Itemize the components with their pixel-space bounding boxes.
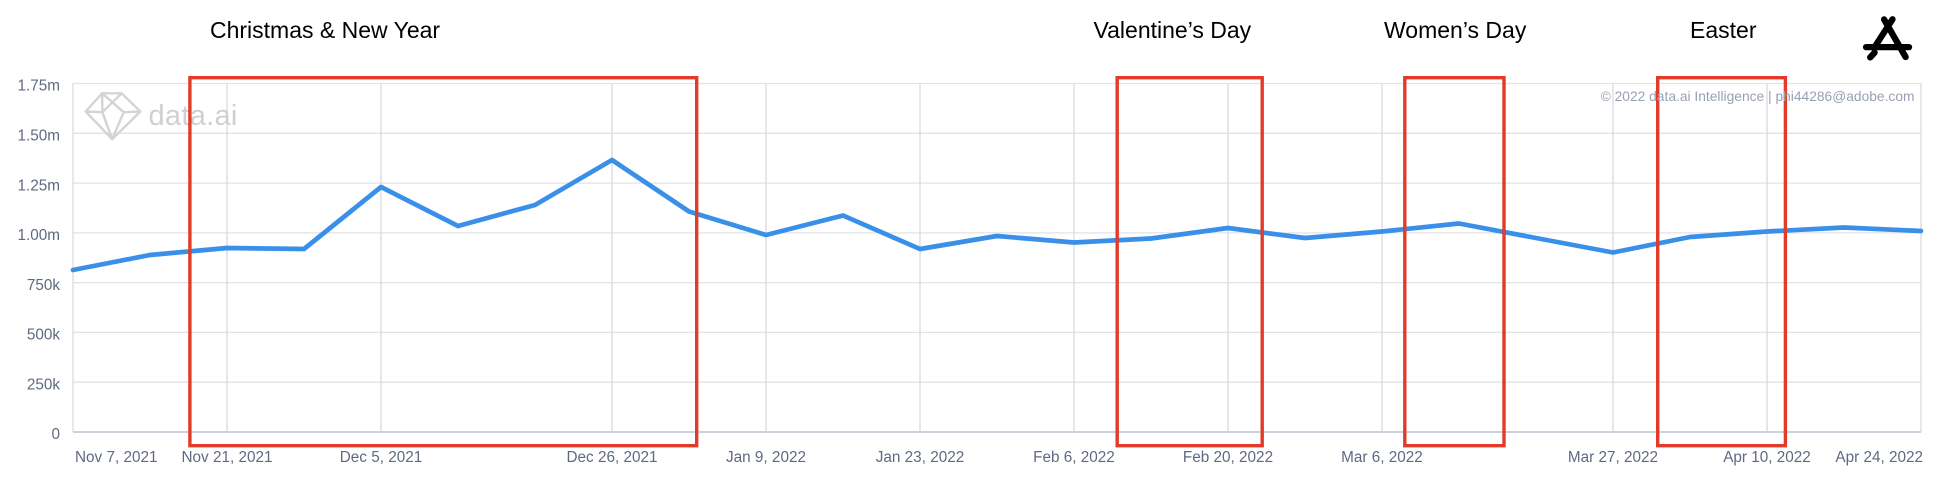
svg-text:Christmas & New Year: Christmas & New Year: [210, 17, 440, 43]
svg-text:500k: 500k: [27, 327, 61, 344]
svg-text:Dec 5, 2021: Dec 5, 2021: [340, 449, 423, 466]
svg-text:1.25m: 1.25m: [17, 177, 60, 194]
svg-text:Nov 21, 2021: Nov 21, 2021: [182, 449, 273, 466]
svg-text:1.75m: 1.75m: [17, 78, 60, 95]
svg-text:Feb 6, 2022: Feb 6, 2022: [1033, 449, 1115, 466]
svg-text:Valentine’s Day: Valentine’s Day: [1094, 17, 1252, 43]
svg-text:0: 0: [51, 426, 60, 443]
svg-text:Apr 24, 2022: Apr 24, 2022: [1835, 449, 1923, 466]
svg-text:Jan 9, 2022: Jan 9, 2022: [726, 449, 806, 466]
svg-text:© 2022 data.ai Intelligence |: © 2022 data.ai Intelligence | phi44286@a…: [1601, 89, 1915, 104]
svg-text:750k: 750k: [27, 277, 61, 294]
svg-text:250k: 250k: [27, 376, 61, 393]
svg-text:Feb 20, 2022: Feb 20, 2022: [1183, 449, 1273, 466]
svg-text:Women’s Day: Women’s Day: [1384, 17, 1527, 43]
svg-text:data.ai: data.ai: [149, 100, 238, 132]
svg-text:Jan 23, 2022: Jan 23, 2022: [876, 449, 964, 466]
svg-text:1.00m: 1.00m: [17, 227, 60, 244]
svg-text:Apr 10, 2022: Apr 10, 2022: [1723, 449, 1811, 466]
svg-text:Dec 26, 2021: Dec 26, 2021: [567, 449, 658, 466]
svg-text:1.50m: 1.50m: [17, 128, 60, 145]
svg-text:Nov 7, 2021: Nov 7, 2021: [75, 449, 158, 466]
svg-text:Easter: Easter: [1690, 17, 1757, 43]
svg-text:Mar 6, 2022: Mar 6, 2022: [1341, 449, 1423, 466]
svg-text:Mar 27, 2022: Mar 27, 2022: [1568, 449, 1658, 466]
